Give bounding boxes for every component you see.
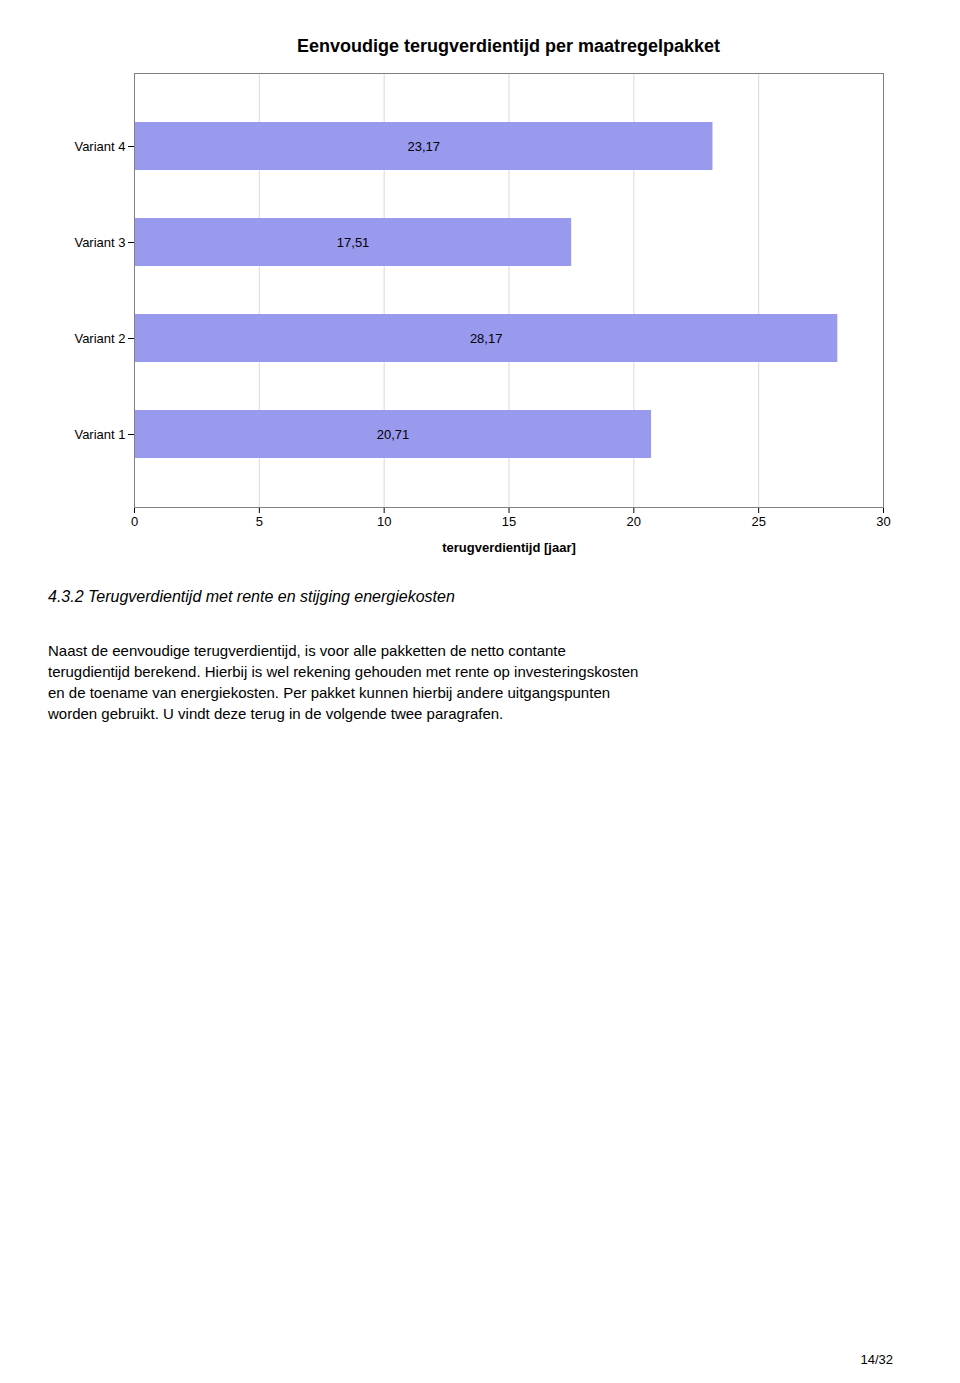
svg-text:28,17: 28,17 — [470, 331, 503, 346]
svg-text:Variant 2: Variant 2 — [74, 331, 125, 346]
html-text:Eenvoudige terugverdientijd pe: Eenvoudige terugverdientijd per maatrege… — [296, 36, 721, 56]
svg-text:25: 25 — [751, 514, 765, 529]
svg-text:23,17: 23,17 — [407, 139, 440, 154]
svg-text:10: 10 — [377, 514, 391, 529]
svg-text:17,51: 17,51 — [337, 235, 370, 250]
html-text:4.3.2 Terugverdientijd met ren: 4.3.2 Terugverdientijd met rente en stij… — [48, 588, 455, 605]
svg-text:Variant 4: Variant 4 — [74, 139, 125, 154]
svg-text:20: 20 — [627, 514, 641, 529]
svg-text:Variant 3: Variant 3 — [74, 235, 125, 250]
svg-text:15: 15 — [502, 514, 516, 529]
svg-text:20,71: 20,71 — [377, 427, 410, 442]
svg-text:Variant 1: Variant 1 — [74, 427, 125, 442]
html-text:14/32: 14/32 — [860, 1352, 893, 1367]
svg-text:0: 0 — [131, 514, 138, 529]
svg-text:30: 30 — [876, 514, 890, 529]
svg-text:5: 5 — [256, 514, 263, 529]
svg-text:terugverdientijd [jaar]: terugverdientijd [jaar] — [442, 540, 576, 555]
html-text:Naast de eenvoudige terugverdi: Naast de eenvoudige terugverdientijd, is… — [48, 642, 639, 722]
